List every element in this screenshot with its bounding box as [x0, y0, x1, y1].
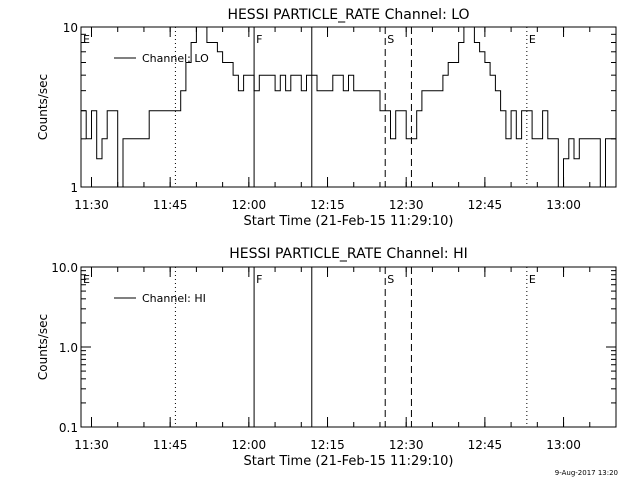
- x-tick-label: 11:45: [153, 198, 188, 212]
- footer-date: 9-Aug-2017 13:20: [554, 469, 618, 477]
- plot-frame: [80, 266, 617, 428]
- x-tick-label: 12:00: [232, 438, 267, 452]
- y-tick-label: 0.1: [59, 421, 78, 435]
- legend-entry: Channel: HI: [142, 292, 206, 305]
- event-marker-label: F: [256, 33, 262, 46]
- x-tick-label: 12:45: [468, 438, 503, 452]
- x-tick-label: 12:45: [468, 198, 503, 212]
- legend-entry: Channel: LO: [142, 52, 209, 65]
- y-axis-label: Counts/sec: [36, 314, 50, 380]
- event-marker-label: E: [529, 33, 536, 46]
- x-axis-label: Start Time (21-Feb-15 11:29:10): [244, 214, 454, 229]
- y-tick-label: 10.0: [51, 261, 78, 275]
- x-tick-label: 13:00: [546, 198, 581, 212]
- x-tick-label: 11:45: [153, 438, 188, 452]
- x-tick-label: 12:30: [389, 438, 424, 452]
- y-axis-label: Counts/sec: [36, 74, 50, 140]
- event-marker-label: E: [83, 33, 90, 46]
- y-tick-label: 10: [63, 21, 78, 35]
- x-tick-label: 13:00: [546, 438, 581, 452]
- event-marker-label: E: [529, 273, 536, 286]
- plot-frame: [80, 26, 617, 188]
- x-tick-label: 12:30: [389, 198, 424, 212]
- chart-title: HESSI PARTICLE_RATE Channel: LO: [227, 7, 469, 23]
- x-tick-label: 11:30: [74, 438, 109, 452]
- y-tick-label: 1.0: [59, 341, 78, 355]
- x-tick-label: 12:00: [232, 198, 267, 212]
- y-tick-label: 1: [70, 181, 78, 195]
- event-marker-label: S: [387, 273, 394, 286]
- x-axis-label: Start Time (21-Feb-15 11:29:10): [244, 454, 454, 469]
- chart-panel-2: HESSI PARTICLE_RATE Channel: HI Counts/se…: [36, 246, 617, 469]
- series-line-1: [81, 26, 617, 188]
- x-tick-label: 12:15: [310, 438, 345, 452]
- chart-panel-1: HESSI PARTICLE_RATE Channel: LO Counts/se…: [36, 7, 617, 229]
- chart-title: HESSI PARTICLE_RATE Channel: HI: [229, 246, 467, 262]
- event-marker-label: E: [83, 273, 90, 286]
- event-marker-label: F: [256, 273, 262, 286]
- event-marker-label: S: [387, 33, 394, 46]
- x-tick-label: 11:30: [74, 198, 109, 212]
- x-tick-label: 12:15: [310, 198, 345, 212]
